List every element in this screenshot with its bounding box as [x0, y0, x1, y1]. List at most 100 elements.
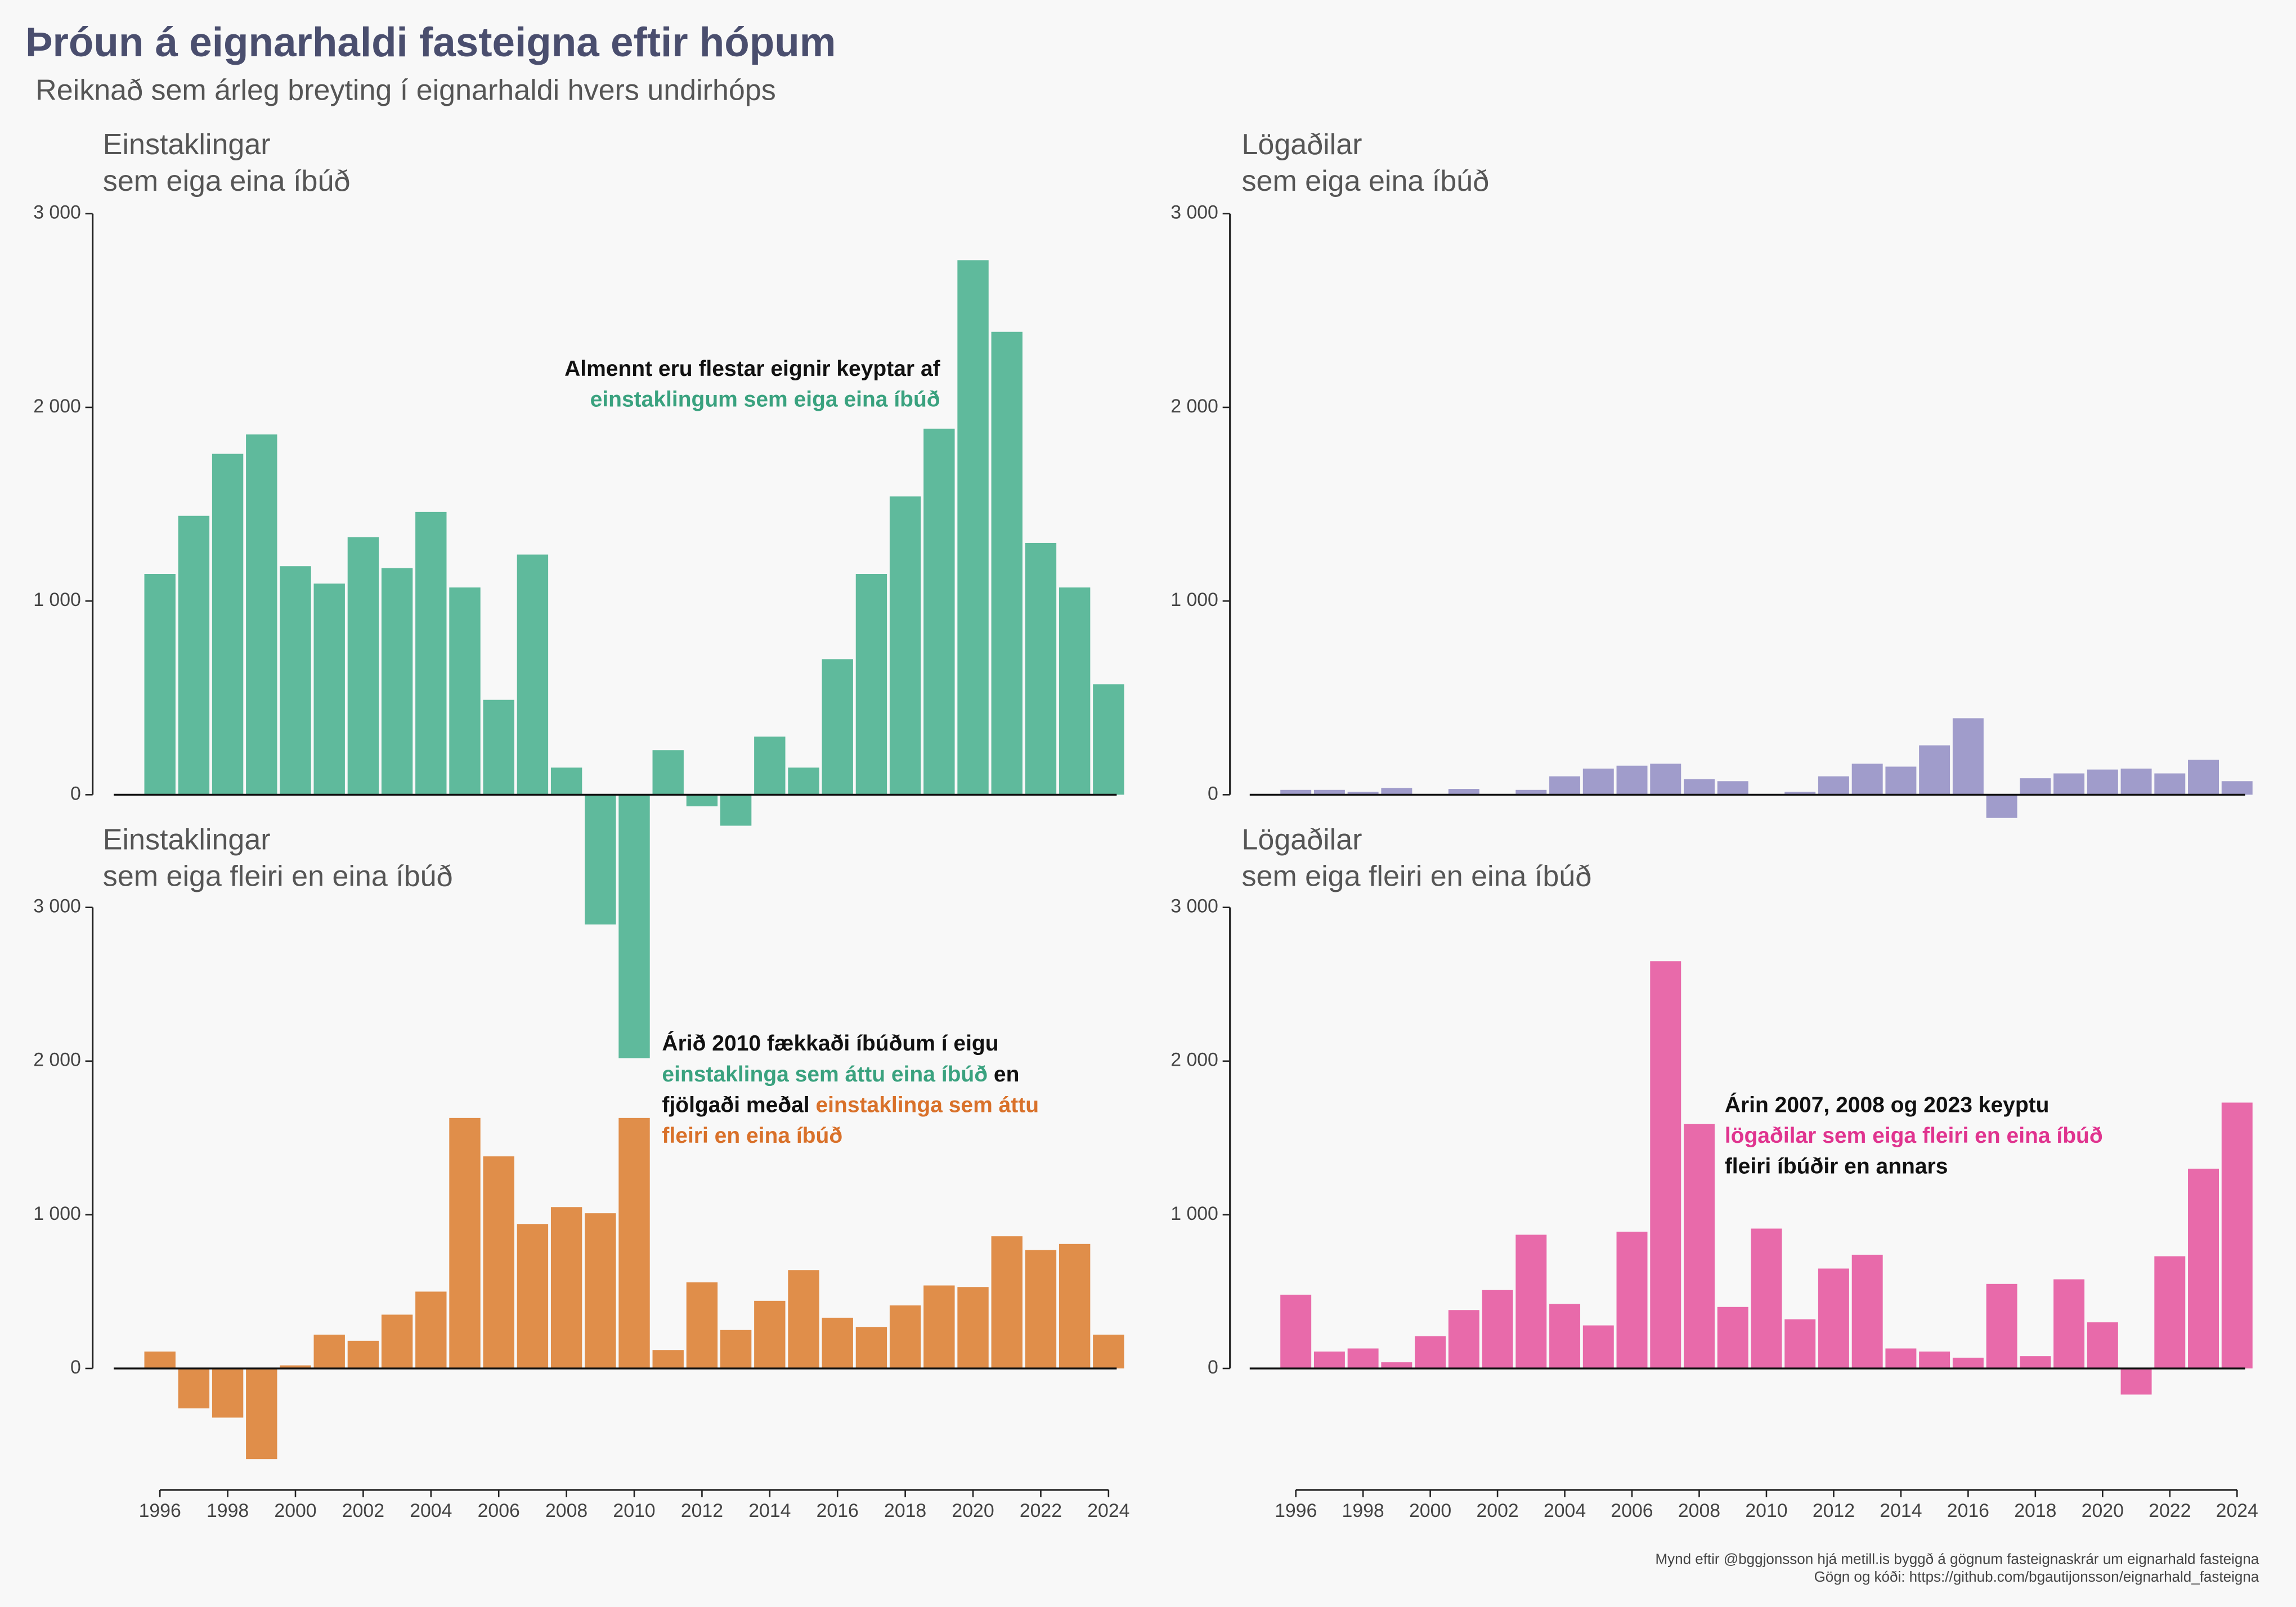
- x-tick-label: 2016: [817, 1500, 859, 1521]
- bar: [2053, 1279, 2085, 1369]
- bar: [347, 1340, 379, 1369]
- y-tick-label: 2 000: [33, 1049, 81, 1071]
- bar: [1280, 1294, 1312, 1369]
- y-tick-label: 0: [1208, 1357, 1218, 1378]
- bar: [720, 1330, 752, 1369]
- x-tick-label: 2022: [2149, 1500, 2191, 1521]
- annotation-text: lögaðilar sem eiga fleiri en eina íbúð: [1725, 1124, 2103, 1148]
- bar: [1025, 542, 1057, 795]
- bar: [1684, 779, 1715, 795]
- annotation: einstaklingum sem eiga eina íbúð: [590, 388, 940, 412]
- bar: [1515, 1235, 1547, 1369]
- bar: [2221, 1102, 2253, 1369]
- panel-title: sem eiga fleiri en eina íbúð: [1241, 860, 1591, 892]
- bar: [2154, 773, 2186, 795]
- y-tick-label: 2 000: [1171, 1049, 1218, 1071]
- bar: [1482, 1290, 1513, 1369]
- bar: [1549, 1304, 1581, 1369]
- bar: [178, 515, 210, 795]
- bar: [923, 428, 955, 795]
- bar: [2188, 760, 2219, 795]
- x-tick-label: 2000: [274, 1500, 316, 1521]
- bar: [1059, 587, 1091, 795]
- bar: [618, 1117, 650, 1369]
- x-tick-label: 2008: [545, 1500, 588, 1521]
- y-tick-label: 3 000: [1171, 202, 1218, 223]
- y-tick-label: 2 000: [33, 396, 81, 417]
- bar: [1616, 1231, 1648, 1369]
- panel-title: sem eiga eina íbúð: [103, 165, 351, 197]
- annotation: lögaðilar sem eiga fleiri en eina íbúð: [1725, 1124, 2103, 1148]
- panel-title: sem eiga fleiri en eina íbúð: [103, 860, 453, 892]
- bar: [280, 1365, 311, 1369]
- bar: [1919, 1351, 1950, 1369]
- y-tick-label: 3 000: [33, 202, 81, 223]
- bar: [1851, 1254, 1883, 1369]
- bar: [1093, 684, 1124, 795]
- bar: [1851, 764, 1883, 795]
- x-tick-label: 2002: [1476, 1500, 1518, 1521]
- annotation-text: Árin 2007, 2008 og 2023 keyptu: [1725, 1093, 2050, 1117]
- panel-title: Einstaklingar: [103, 128, 271, 161]
- bar: [1549, 776, 1581, 795]
- annotation: Árin 2007, 2008 og 2023 keyptu: [1725, 1093, 2050, 1117]
- bar: [483, 699, 514, 795]
- x-tick-label: 2018: [884, 1500, 926, 1521]
- bar: [2087, 769, 2118, 795]
- bar: [517, 1224, 549, 1369]
- bar: [246, 1368, 277, 1460]
- x-tick-label: 2010: [1745, 1500, 1787, 1521]
- x-tick-label: 2012: [1813, 1500, 1855, 1521]
- bar: [550, 767, 582, 795]
- bar: [2120, 768, 2152, 795]
- bar: [686, 1282, 718, 1369]
- bar: [889, 1305, 921, 1369]
- bar: [1381, 1362, 1412, 1369]
- bar: [517, 554, 549, 795]
- bar: [280, 566, 311, 795]
- chart-subtitle: Reiknað sem árleg breyting í eignarhaldi…: [35, 74, 776, 107]
- annotation: fleiri íbúðir en annars: [1725, 1155, 1948, 1179]
- bar: [1885, 1348, 1917, 1369]
- annotation-text: fleiri en eina íbúð: [662, 1124, 842, 1148]
- bar: [1885, 766, 1917, 795]
- x-tick-label: 2016: [1947, 1500, 1989, 1521]
- annotation-text: einstaklinga sem áttu: [815, 1093, 1039, 1117]
- bar: [1313, 1351, 1345, 1369]
- annotation-text: einstaklingum sem eiga eina íbúð: [590, 388, 940, 412]
- x-tick-label: 2020: [952, 1500, 994, 1521]
- bar: [1650, 961, 1681, 1369]
- bar: [313, 1334, 345, 1369]
- y-tick-label: 0: [70, 783, 81, 804]
- annotation: Árið 2010 fækkaði íbúðum í eigu: [662, 1031, 998, 1056]
- y-tick-label: 0: [1208, 783, 1218, 804]
- x-tick-label: 2010: [613, 1500, 655, 1521]
- bar: [889, 496, 921, 795]
- y-tick-label: 1 000: [1171, 1203, 1218, 1224]
- panel-title: Lögaðilar: [1241, 128, 1362, 161]
- chart-title: Þróun á eignarhaldi fasteigna eftir hópu…: [25, 20, 836, 65]
- bar: [550, 1207, 582, 1369]
- annotation: fleiri en eina íbúð: [662, 1124, 842, 1148]
- x-tick-label: 2014: [748, 1500, 791, 1521]
- annotation-text: fjölgaði meðal: [662, 1093, 815, 1117]
- bar: [212, 1368, 244, 1418]
- annotation: Almennt eru flestar eignir keyptar af: [564, 357, 941, 381]
- bar: [381, 1314, 413, 1369]
- bar: [822, 1317, 853, 1369]
- bar: [1347, 792, 1379, 795]
- y-tick-label: 1 000: [33, 589, 81, 611]
- bar: [1986, 1283, 2017, 1369]
- bar: [652, 750, 684, 795]
- bar: [483, 1156, 514, 1369]
- bar: [449, 587, 481, 795]
- bar: [2154, 1256, 2186, 1369]
- source-note: Mynd eftir @bggjonsson hjá metill.is byg…: [1655, 1551, 2259, 1568]
- bar: [1347, 1348, 1379, 1369]
- bar: [1952, 1357, 1984, 1369]
- x-tick-label: 2006: [478, 1500, 520, 1521]
- bar: [1616, 765, 1648, 795]
- bar: [144, 573, 176, 795]
- bar: [1751, 1228, 1782, 1369]
